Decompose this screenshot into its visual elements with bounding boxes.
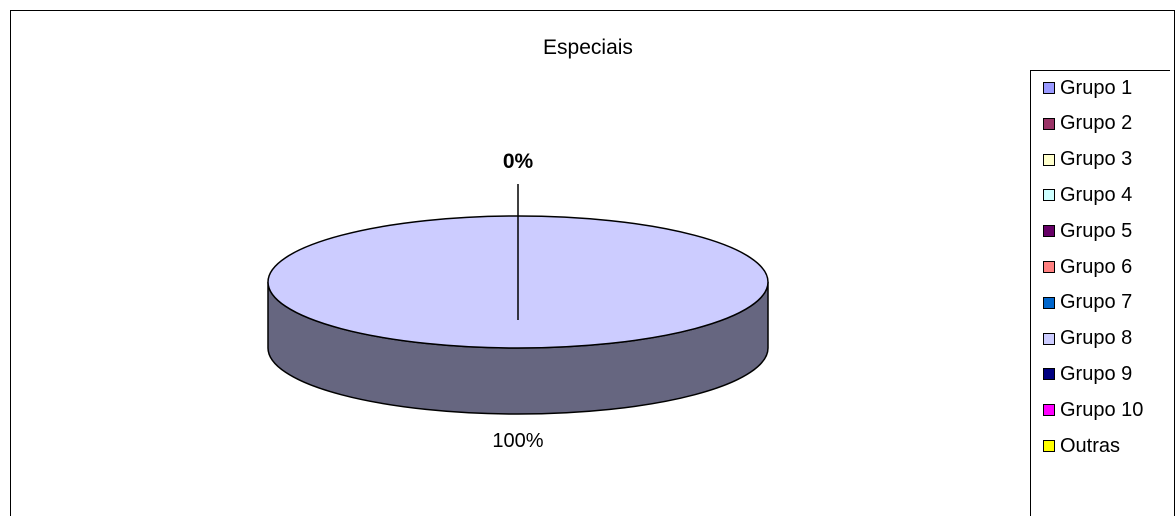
- legend-label: Grupo 8: [1060, 327, 1133, 350]
- legend-item: Grupo 4: [1043, 180, 1132, 210]
- legend-swatch: [1043, 82, 1055, 94]
- legend-label: Grupo 6: [1060, 255, 1133, 278]
- legend-item: Outras: [1043, 431, 1120, 461]
- legend-item: Grupo 1: [1043, 73, 1132, 103]
- legend-item: Grupo 10: [1043, 395, 1143, 425]
- legend-item: Grupo 7: [1043, 288, 1132, 318]
- legend-label: Grupo 10: [1060, 398, 1144, 421]
- legend-item: Grupo 6: [1043, 252, 1132, 282]
- legend-label: Grupo 7: [1060, 291, 1133, 314]
- legend-swatch: [1043, 225, 1055, 238]
- legend-item: Grupo 3: [1043, 145, 1132, 175]
- legend-label: Grupo 1: [1060, 76, 1133, 99]
- legend-label: Outras: [1060, 434, 1121, 457]
- legend-label: Grupo 2: [1060, 112, 1133, 135]
- legend-swatch: [1043, 189, 1055, 202]
- legend-swatch: [1043, 440, 1055, 452]
- legend-label: Grupo 9: [1060, 362, 1133, 385]
- legend-item: Grupo 9: [1043, 359, 1132, 389]
- legend-swatch: [1043, 261, 1055, 273]
- legend-label: Grupo 4: [1060, 183, 1133, 206]
- legend-label: Grupo 5: [1060, 219, 1133, 242]
- legend-swatch: [1043, 153, 1055, 166]
- legend: Grupo 1 Grupo 2 Grupo 3 Grupo 4 Grupo 5 Grupo…: [1030, 70, 1170, 516]
- legend-swatch: [1043, 332, 1055, 345]
- legend-swatch: [1043, 368, 1055, 381]
- legend-label: Grupo 3: [1060, 148, 1133, 171]
- chart-title: Especiais: [543, 36, 633, 59]
- legend-item: Grupo 5: [1043, 216, 1132, 246]
- data-label-100-percent: 100%: [492, 430, 543, 452]
- legend-swatch: [1043, 404, 1055, 417]
- legend-swatch: [1043, 117, 1055, 130]
- legend-swatch: [1043, 296, 1055, 309]
- data-label-0-percent: 0%: [503, 150, 534, 173]
- legend-item: Grupo 2: [1043, 109, 1132, 139]
- legend-item: Grupo 8: [1043, 324, 1132, 354]
